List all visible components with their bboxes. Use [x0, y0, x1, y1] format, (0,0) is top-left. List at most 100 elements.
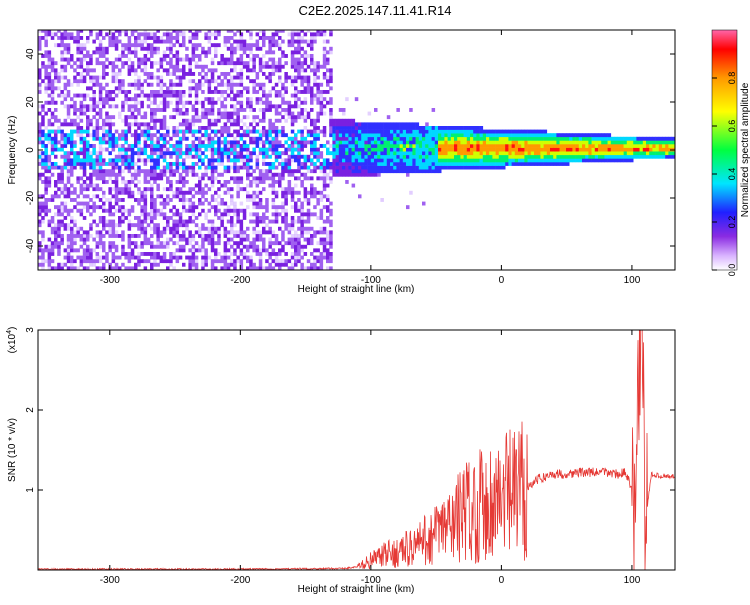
heatmap-cell — [431, 129, 436, 134]
heatmap-cell — [92, 151, 96, 156]
heatmap-cell — [399, 144, 404, 148]
heatmap-cell — [498, 140, 503, 145]
heatmap-cell — [306, 75, 311, 80]
heatmap-cell — [57, 241, 61, 246]
heatmap-cell — [188, 187, 192, 192]
heatmap-cell — [271, 165, 276, 170]
heatmap-cell — [201, 244, 205, 249]
heatmap-cell — [239, 259, 244, 264]
heatmap-cell — [150, 266, 154, 270]
heatmap-cell — [44, 162, 48, 166]
heatmap-cell — [41, 129, 45, 134]
heatmap-cell — [73, 151, 77, 156]
heatmap-cell — [114, 234, 119, 238]
heatmap-cell — [226, 219, 231, 224]
heatmap-cell — [537, 158, 541, 163]
heatmap-cell — [502, 147, 506, 152]
heatmap-cell — [134, 172, 138, 177]
heatmap-cell — [303, 118, 308, 123]
heatmap-cell — [396, 126, 400, 130]
heatmap-cell — [274, 32, 279, 37]
heatmap-cell — [60, 180, 64, 184]
heatmap-cell — [332, 165, 336, 170]
heatmap-cell — [66, 111, 71, 116]
heatmap-cell — [335, 122, 340, 127]
heatmap-cell — [361, 158, 365, 163]
heatmap-cell — [156, 165, 160, 170]
heatmap-cell — [236, 259, 240, 264]
heatmap-cell — [313, 144, 317, 148]
heatmap-cell — [156, 241, 160, 246]
heatmap-cell — [262, 162, 266, 166]
heatmap-cell — [258, 172, 263, 177]
heatmap-cell — [146, 144, 151, 148]
heatmap-cell — [153, 122, 157, 127]
heatmap-cell — [364, 126, 368, 130]
snr-frame — [37, 329, 676, 571]
heatmap-cell — [162, 158, 167, 163]
heatmap-cell — [121, 190, 125, 195]
heatmap-cell — [86, 230, 90, 235]
heatmap-cell — [70, 118, 74, 123]
heatmap-cell — [297, 140, 301, 145]
heatmap-cell — [249, 158, 253, 163]
heatmap-cell — [614, 158, 618, 163]
heatmap-cell — [457, 162, 461, 166]
heatmap-cell — [348, 169, 352, 174]
heatmap-cell — [236, 183, 240, 188]
heatmap-cell — [662, 136, 666, 141]
heatmap-cell — [390, 158, 394, 163]
heatmap-cell — [143, 216, 148, 220]
heatmap-cell — [249, 266, 253, 270]
heatmap-cell — [66, 162, 71, 166]
heatmap-cell — [671, 144, 675, 148]
heatmap-cell — [137, 144, 141, 148]
heatmap-cell — [220, 57, 224, 62]
heatmap-cell — [73, 190, 77, 195]
heatmap-cell — [70, 183, 74, 188]
heatmap-cell — [271, 50, 276, 55]
heatmap-cell — [454, 151, 458, 156]
heatmap-cell — [230, 82, 234, 87]
heatmap-cell — [156, 140, 160, 145]
heatmap-cell — [73, 111, 77, 116]
heatmap-cell — [220, 79, 224, 84]
heatmap-cell — [60, 147, 64, 152]
colorbar-tick-label: 0.8 — [727, 72, 737, 85]
heatmap-cell — [454, 144, 458, 148]
heatmap-cell — [319, 82, 324, 87]
heatmap-cell — [166, 194, 170, 199]
heatmap-cell — [438, 162, 442, 166]
heatmap-cell — [591, 144, 596, 148]
heatmap-cell — [92, 205, 96, 210]
heatmap-cell — [223, 144, 228, 148]
heatmap-cell — [102, 86, 106, 91]
heatmap-cell — [57, 194, 61, 199]
heatmap-cell — [204, 172, 208, 177]
heatmap-cell — [316, 129, 320, 134]
heatmap-cell — [354, 172, 359, 177]
heatmap-cell — [169, 64, 173, 69]
heatmap-cell — [140, 43, 144, 48]
heatmap-cell — [191, 244, 196, 249]
heatmap-cell — [255, 158, 260, 163]
heatmap-cell — [617, 144, 621, 148]
heatmap-cell — [255, 223, 260, 228]
heatmap-cell — [607, 133, 612, 138]
heatmap-cell — [262, 244, 266, 249]
heatmap-cell — [156, 61, 160, 66]
heatmap-cell — [236, 30, 240, 33]
heatmap-cell — [63, 32, 68, 37]
heatmap-cell — [482, 165, 487, 170]
heatmap-cell — [82, 158, 87, 163]
heatmap-cell — [655, 151, 660, 156]
heatmap-cell — [511, 158, 516, 163]
heatmap-cell — [194, 43, 199, 48]
heatmap-cell — [447, 165, 452, 170]
heatmap-cell — [150, 93, 154, 98]
heatmap-cell — [258, 198, 263, 202]
heatmap-cell — [175, 151, 180, 156]
heatmap-cell — [559, 154, 564, 159]
heatmap-cell — [252, 198, 256, 202]
heatmap-cell — [358, 129, 362, 134]
